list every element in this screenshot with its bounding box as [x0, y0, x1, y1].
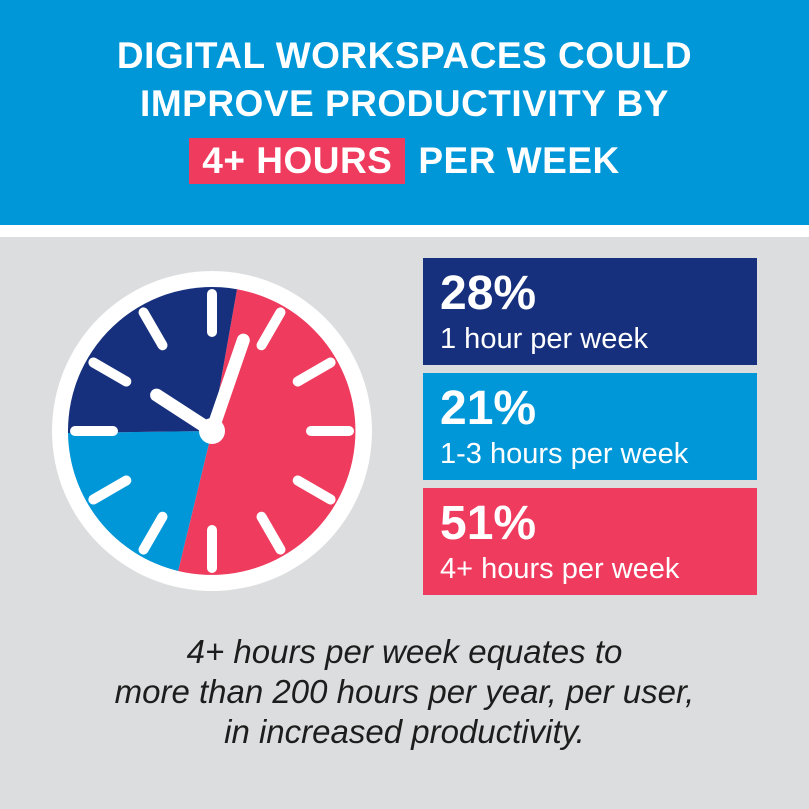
footnote-caption: 4+ hours per week equates to more than 2… — [0, 632, 809, 752]
header-banner: DIGITAL WORKSPACES COULD IMPROVE PRODUCT… — [0, 0, 809, 225]
clock-icon — [52, 271, 372, 591]
stat-label: 1-3 hours per week — [440, 437, 689, 470]
stat-label: 1 hour per week — [440, 322, 648, 355]
title-line-1: DIGITAL WORKSPACES COULD — [116, 35, 693, 76]
stat-box-1-3-hours: 21% 1-3 hours per week — [423, 373, 757, 480]
caption-line-3: in increased productivity. — [224, 713, 585, 750]
title-line-3: 4+ HOURS PER WEEK — [189, 137, 619, 185]
stats-list: 28% 1 hour per week 21% 1-3 hours per we… — [423, 258, 757, 595]
clock-pie-chart — [52, 271, 372, 591]
stat-percent: 21% — [440, 381, 537, 435]
stat-box-1-hour: 28% 1 hour per week — [423, 258, 757, 365]
caption-line-1: 4+ hours per week equates to — [186, 633, 623, 670]
caption-line-2: more than 200 hours per year, per user, — [114, 673, 695, 710]
stat-percent: 28% — [440, 266, 537, 320]
title-highlight: 4+ HOURS — [189, 138, 406, 184]
title-line-3-rest: PER WEEK — [418, 140, 620, 181]
stat-percent: 51% — [440, 496, 537, 550]
stat-label: 4+ hours per week — [440, 552, 680, 585]
title-line-2: IMPROVE PRODUCTIVITY BY — [140, 83, 669, 124]
stat-box-4-plus-hours: 51% 4+ hours per week — [423, 488, 757, 595]
